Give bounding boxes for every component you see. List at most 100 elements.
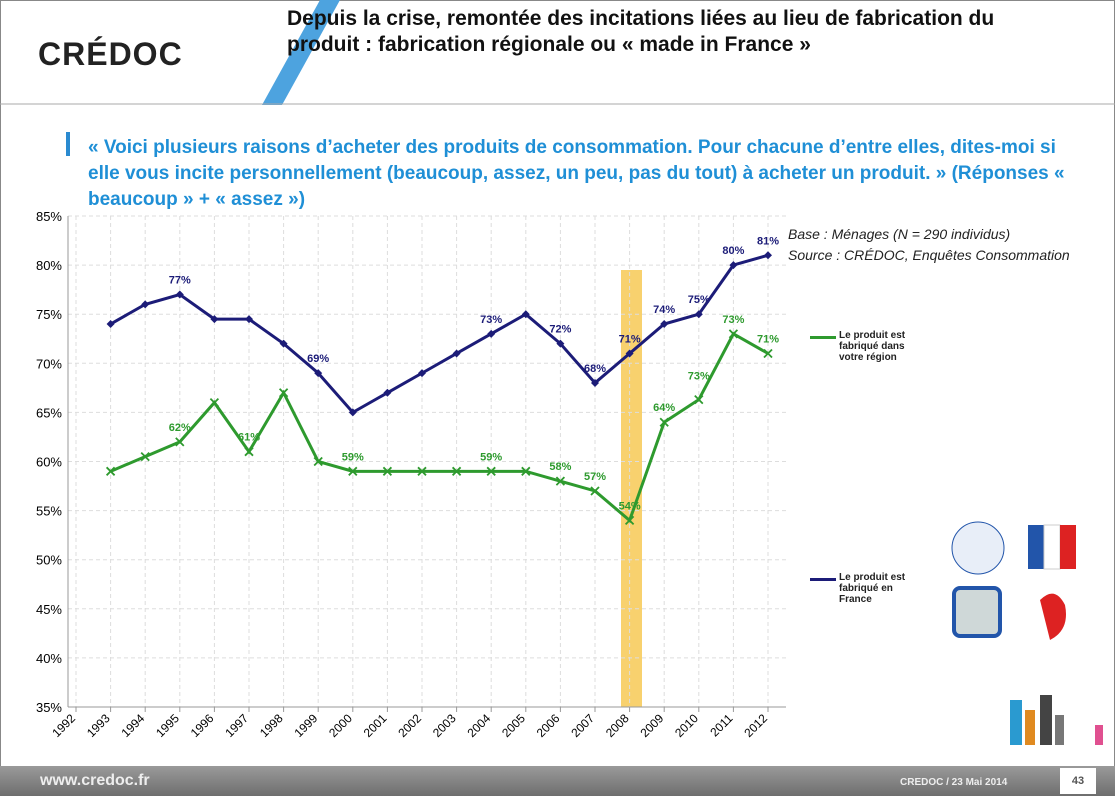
point xyxy=(244,447,254,457)
people xyxy=(1095,725,1103,745)
x-tick-label: 1994 xyxy=(119,711,148,740)
logo: CRÉDOC xyxy=(38,36,183,72)
point xyxy=(140,451,150,462)
point xyxy=(764,251,772,260)
y-tick-label: 45% xyxy=(36,602,62,617)
value-label: 71% xyxy=(757,333,779,345)
x-tick-label: 2002 xyxy=(395,711,424,740)
point xyxy=(175,437,185,447)
bullet xyxy=(66,132,70,156)
point xyxy=(521,466,531,476)
value-label: 80% xyxy=(722,245,744,257)
point xyxy=(209,397,220,408)
slide-title: Depuis la crise, remontée des incitation… xyxy=(287,7,995,56)
series-line xyxy=(109,253,769,415)
legend-swatch xyxy=(810,578,836,581)
people xyxy=(1040,695,1052,745)
icon-flag xyxy=(1043,524,1061,570)
x-tick-label: 2006 xyxy=(534,711,563,740)
x-tick-label: 2010 xyxy=(672,711,701,740)
source-note: Source : CRÉDOC, Enquêtes Consommation xyxy=(788,247,1070,263)
value-label: 54% xyxy=(619,500,641,512)
header-deco xyxy=(0,0,1115,105)
point xyxy=(313,456,323,467)
people xyxy=(1055,715,1064,745)
value-label: 59% xyxy=(480,451,502,463)
y-tick-label: 35% xyxy=(36,700,62,715)
point xyxy=(452,349,461,358)
point xyxy=(418,369,426,378)
point xyxy=(728,329,739,339)
icon-flag xyxy=(1060,525,1076,569)
point xyxy=(279,339,288,348)
point xyxy=(556,339,565,348)
point xyxy=(694,310,703,319)
value-label: 61% xyxy=(238,432,260,444)
x-tick-label: 1999 xyxy=(292,711,321,740)
point xyxy=(383,388,392,397)
icon-flag xyxy=(1028,525,1044,569)
point xyxy=(521,310,530,319)
stripe xyxy=(262,0,340,105)
value-label: 64% xyxy=(653,402,675,414)
question: « Voici plusieurs raisons d’acheter des … xyxy=(88,137,1065,210)
footer-site: www.credoc.fr xyxy=(40,772,150,789)
x-tick-label: 2004 xyxy=(465,711,494,740)
legend-swatch xyxy=(810,336,836,339)
value-label: 68% xyxy=(584,363,606,375)
y-tick-label: 85% xyxy=(36,209,62,224)
point xyxy=(348,408,357,417)
footer-bar xyxy=(0,766,1115,796)
value-label: 72% xyxy=(549,324,571,336)
x-tick-label: 2007 xyxy=(568,711,597,740)
point xyxy=(659,417,669,427)
x-tick-label: 1995 xyxy=(153,711,182,740)
y-tick-label: 70% xyxy=(36,356,62,371)
value-label: 58% xyxy=(549,461,571,473)
chart: 35%40%45%50%55%60%65%70%75%80%85%1992 199… xyxy=(36,209,786,740)
footer-credit: CREDOC / 23 Mai 2014 xyxy=(900,777,1008,788)
point xyxy=(625,349,634,358)
page-number: 43 xyxy=(1060,768,1096,794)
y-tick-label: 65% xyxy=(36,405,62,420)
icon-rooster xyxy=(1040,593,1066,640)
legend-label: Le produit est fabriqué dans votre régio… xyxy=(839,330,906,363)
point xyxy=(417,466,427,476)
highlight-2008 xyxy=(621,270,642,707)
x-tick-label: 1998 xyxy=(257,711,286,740)
point xyxy=(382,466,393,476)
point xyxy=(105,466,116,476)
note: Base : Ménages (N = 290 individus) Sourc… xyxy=(788,224,1070,266)
point xyxy=(245,315,253,324)
value-label: 59% xyxy=(342,451,364,463)
point xyxy=(486,466,496,476)
legend-label: Le produit est fabriqué en France xyxy=(839,572,906,605)
y-tick-label: 50% xyxy=(36,553,62,568)
legend-entry: Le produit est fabriqué dans votre régio… xyxy=(810,330,920,363)
icons xyxy=(951,521,1103,745)
point xyxy=(278,388,289,398)
people xyxy=(1025,710,1035,745)
value-label: 57% xyxy=(584,471,606,483)
y-tick-label: 80% xyxy=(36,258,62,273)
point xyxy=(175,290,184,299)
value-label: 69% xyxy=(307,353,329,365)
value-label: 71% xyxy=(619,333,641,345)
point xyxy=(763,348,773,359)
x-tick-label: 2003 xyxy=(430,711,459,740)
point xyxy=(451,466,462,476)
icon-box xyxy=(952,586,1002,638)
value-label: 73% xyxy=(480,314,502,326)
value-label: 81% xyxy=(757,235,779,247)
icon-badge xyxy=(951,521,1005,575)
x-tick-label: 2012 xyxy=(741,711,770,740)
point xyxy=(210,315,219,324)
base-note: Base : Ménages (N = 290 individus) xyxy=(788,226,1011,242)
x-tick-label: 2011 xyxy=(707,711,735,739)
x-tick-label: 1992 xyxy=(49,711,78,740)
point xyxy=(694,394,704,405)
value-label: 75% xyxy=(688,294,710,306)
series-line xyxy=(110,331,769,523)
legend-entry: Le produit est fabriqué en France xyxy=(810,572,920,605)
